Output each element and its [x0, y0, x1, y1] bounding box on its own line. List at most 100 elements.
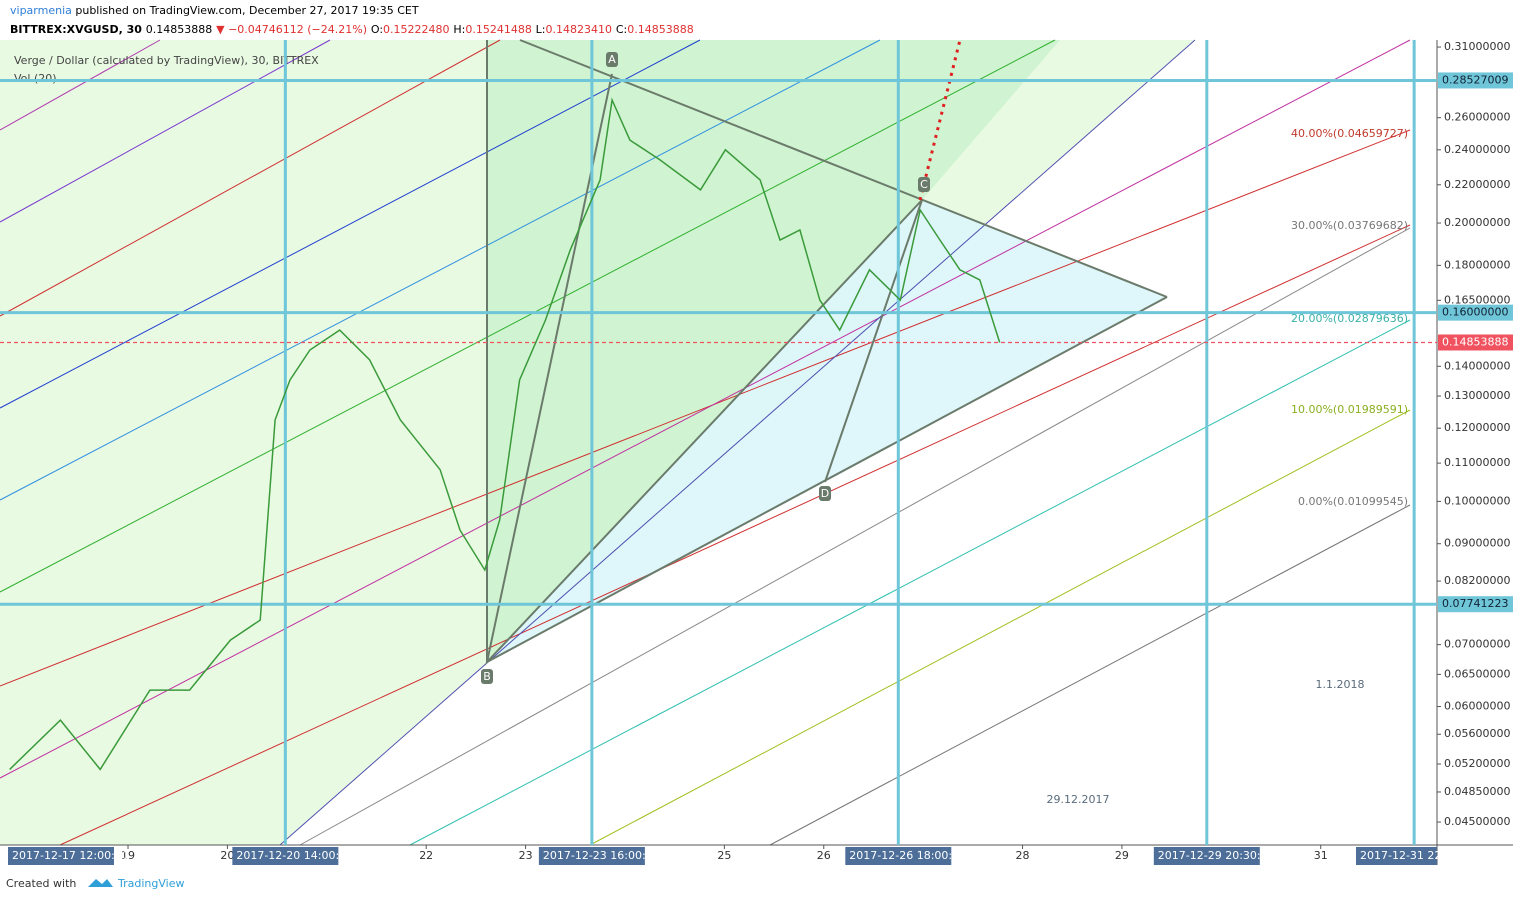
- brand-logo: [88, 879, 113, 887]
- time-marker: 2017-12-17 12:00:00: [8, 847, 129, 865]
- y-tick-label: 0.11000000: [1444, 456, 1510, 469]
- chart-title: Verge / Dollar (calculated by TradingVie…: [14, 54, 319, 67]
- point-label: D: [821, 487, 829, 500]
- time-marker-box: [1153, 847, 1260, 865]
- point-label: B: [483, 670, 491, 683]
- ohlc-label: O:: [371, 23, 383, 36]
- projection-line: [918, 39, 962, 201]
- y-tick-label: 0.13000000: [1444, 389, 1510, 402]
- ohlc-label: C:: [616, 23, 627, 36]
- point-label: A: [608, 53, 616, 66]
- time-marker-label: 2017-12-17 12:00:00: [12, 849, 129, 862]
- fork-line: [0, 129, 1411, 687]
- chart-subtitle: Vol (20): [14, 72, 57, 85]
- pattern-line: [486, 296, 1168, 663]
- price-label: 0.16000000: [1442, 306, 1508, 319]
- fork-line: [0, 39, 331, 223]
- fork-line: [0, 39, 701, 409]
- footer-created: Created with: [6, 877, 76, 890]
- y-tick-label: 0.18000000: [1444, 258, 1510, 271]
- price-label-box: [1438, 304, 1513, 321]
- time-marker-box: [538, 847, 645, 865]
- triangle-zone: [487, 200, 1167, 662]
- point-badge: [918, 177, 930, 192]
- ohlc-value: 0.15222480: [383, 23, 449, 36]
- fork-line: [0, 39, 1411, 779]
- time-marker: 2017-12-31 22:3: [1356, 847, 1452, 865]
- pitchfork-lines: [0, 39, 1411, 846]
- y-tick-label: 0.16500000: [1444, 293, 1510, 306]
- time-marker: 2017-12-20 14:00:00: [232, 847, 353, 865]
- price-label: 0.07741223: [1442, 597, 1508, 610]
- time-marker: 2017-12-29 20:30:00: [1153, 847, 1275, 865]
- price-label-box: [1438, 334, 1513, 351]
- y-tick-label: 0.08200000: [1444, 574, 1510, 587]
- point-badge: [481, 669, 493, 684]
- fork-line: [409, 319, 1411, 846]
- price-label-box: [1438, 72, 1513, 89]
- x-tick-label: 29: [1115, 849, 1129, 862]
- ohlc-label: L:: [536, 23, 546, 36]
- point-label: C: [920, 178, 928, 191]
- y-tick-label: 0.06500000: [1444, 667, 1510, 680]
- fib-label: 10.00%(0.01989591): [1291, 403, 1408, 416]
- y-tick-label: 0.04850000: [1444, 785, 1510, 798]
- annotation: 29.12.2017: [1047, 793, 1110, 806]
- y-tick-label: 0.22000000: [1444, 178, 1510, 191]
- y-tick-label: 0.31000000: [1444, 40, 1510, 53]
- pattern-zone: [487, 40, 1060, 662]
- y-tick-label: 0.20000000: [1444, 216, 1510, 229]
- point-badge: [819, 486, 831, 501]
- ohlc-label: H:: [453, 23, 465, 36]
- point-badge: [606, 52, 618, 67]
- time-marker-label: 2017-12-26 18:00:00: [849, 849, 966, 862]
- y-tick-label: 0.24000000: [1444, 143, 1510, 156]
- y-tick-label: 0.26000000: [1444, 111, 1510, 124]
- price-line-series: [9, 97, 1001, 771]
- y-tick-label: 0.09000000: [1444, 537, 1510, 550]
- x-tick-label: 31: [1314, 849, 1328, 862]
- annotation: 1.1.2018: [1316, 678, 1365, 691]
- ohlc-value: 0.14823410: [546, 23, 612, 36]
- price-label: 0.28527009: [1442, 73, 1508, 86]
- x-tick-label: 25: [717, 849, 731, 862]
- y-tick-label: 0.05200000: [1444, 757, 1510, 770]
- time-marker-box: [845, 847, 952, 865]
- x-tick-label: 28: [1016, 849, 1030, 862]
- y-tick-label: 0.14000000: [1444, 359, 1510, 372]
- fork-line: [0, 39, 161, 131]
- fork-line: [589, 409, 1411, 846]
- y-tick-label: 0.12000000: [1444, 421, 1510, 434]
- last: 0.14853888: [146, 23, 212, 36]
- time-marker-label: 2017-12-31 22:3: [1360, 849, 1452, 862]
- ohlc-value: 0.14853888: [627, 23, 693, 36]
- x-tick-label: 20: [220, 849, 234, 862]
- y-tick-label: 0.06000000: [1444, 700, 1510, 713]
- time-marker-box: [232, 847, 339, 865]
- ohlc-value: 0.15241488: [465, 23, 531, 36]
- y-tick-label: 0.10000000: [1444, 494, 1510, 507]
- fib-label: 40.00%(0.04659727): [1291, 127, 1408, 140]
- x-tick-label: 19: [121, 849, 135, 862]
- fork-line: [0, 39, 501, 317]
- time-marker: 2017-12-26 18:00:00: [845, 847, 966, 865]
- x-tick-label: 26: [817, 849, 831, 862]
- price-label-box: [1438, 596, 1513, 613]
- fork-line: [299, 227, 1411, 846]
- footer-brand[interactable]: TradingView: [117, 877, 184, 890]
- author[interactable]: viparmenia: [10, 4, 72, 17]
- published: published on TradingView.com, December 2…: [75, 4, 418, 17]
- time-marker-label: 2017-12-29 20:30:00: [1158, 849, 1275, 862]
- y-tick-label: 0.07000000: [1444, 638, 1510, 651]
- fib-label: 0.00%(0.01099545): [1298, 495, 1408, 508]
- time-marker-box: [1356, 847, 1437, 865]
- symbol: BITTREX:XVGUSD, 30: [10, 23, 142, 36]
- header: viparmenia published on TradingView.com,…: [10, 4, 419, 17]
- x-tick-label: 22: [419, 849, 433, 862]
- price-label: 0.14853888: [1442, 336, 1508, 349]
- time-marker-box: [8, 847, 114, 865]
- change: ▼ −0.04746112 (−24.21%): [216, 23, 367, 36]
- y-tick-label: 0.05600000: [1444, 727, 1510, 740]
